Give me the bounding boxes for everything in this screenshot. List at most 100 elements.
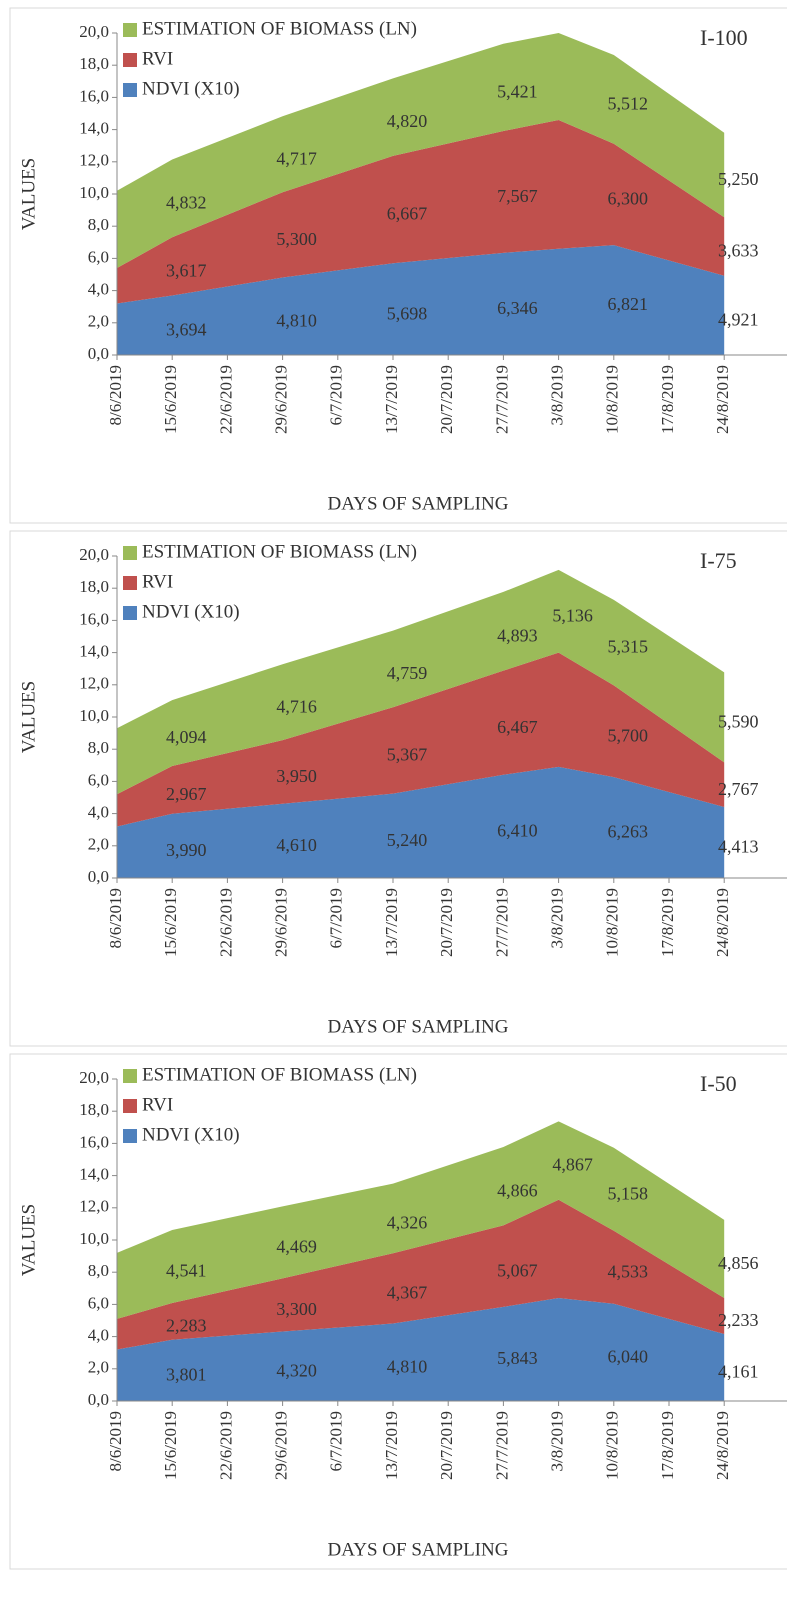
y-tick-label: 14,0 [79,119,109,138]
area [117,1297,725,1401]
data-label: 4,367 [387,1283,428,1303]
data-label: 4,610 [276,835,317,855]
data-label: 5,700 [608,725,649,745]
legend-label: RVI [142,48,173,69]
data-label: 4,161 [718,1362,759,1382]
y-tick-label: 4,0 [88,280,109,299]
y-tick-label: 14,0 [79,642,109,661]
y-tick-label: 4,0 [88,1326,109,1345]
y-tick-label: 16,0 [79,609,109,628]
x-axis-label: DAYS OF SAMPLING [328,493,509,514]
legend-label: ESTIMATION OF BIOMASS (LN) [142,541,417,562]
x-axis-label: DAYS OF SAMPLING [328,1539,509,1560]
x-tick-label: 13/7/2019 [382,888,401,957]
y-tick-label: 20,0 [79,545,109,564]
data-label: 4,810 [276,310,317,330]
chart-title: I-100 [700,25,748,50]
area [117,652,725,827]
y-tick-label: 12,0 [79,151,109,170]
data-label: 4,320 [276,1360,317,1380]
x-tick-label: 8/6/2019 [106,888,125,948]
x-tick-label: 22/6/2019 [216,1411,235,1480]
x-tick-label: 27/7/2019 [492,365,511,434]
data-label: 5,240 [387,830,428,850]
x-tick-label: 29/6/2019 [272,365,291,434]
data-label: 4,832 [166,193,207,213]
data-label: 4,921 [718,310,759,330]
y-tick-label: 14,0 [79,1165,109,1184]
area [117,569,725,795]
data-label: 6,467 [497,717,538,737]
x-tick-label: 27/7/2019 [492,1411,511,1480]
x-tick-label: 8/6/2019 [106,1411,125,1471]
x-tick-label: 10/8/2019 [603,1411,622,1480]
x-tick-label: 6/7/2019 [327,888,346,948]
x-tick-label: 20/7/2019 [437,1411,456,1480]
x-tick-label: 8/6/2019 [106,365,125,425]
data-label: 4,413 [718,837,759,857]
data-label: 5,367 [387,745,428,765]
legend-swatch [123,1099,137,1113]
x-tick-label: 13/7/2019 [382,365,401,434]
data-label: 5,698 [387,303,428,323]
y-tick-label: 8,0 [88,738,109,757]
data-label: 5,300 [276,229,317,249]
x-tick-label: 3/8/2019 [548,1411,567,1471]
x-tick-label: 17/8/2019 [658,365,677,434]
data-label: 4,094 [166,727,207,747]
panel-frame [9,1053,787,1570]
y-tick-label: 18,0 [79,54,109,73]
data-label: 2,967 [166,784,207,804]
data-label: 5,512 [608,94,649,114]
x-tick-label: 10/8/2019 [603,365,622,434]
x-tick-label: 15/6/2019 [161,1411,180,1480]
x-tick-label: 24/8/2019 [713,365,732,434]
chart-title: I-75 [700,548,737,573]
data-label: 6,040 [608,1347,649,1367]
data-label: 4,469 [276,1236,317,1256]
chart-title: I-50 [700,1071,737,1096]
data-label: 3,950 [276,766,317,786]
data-label: 4,893 [497,625,538,645]
legend-swatch [123,83,137,97]
y-axis-label: VALUES [18,158,39,231]
data-label: 3,990 [166,840,207,860]
y-tick-label: 10,0 [79,706,109,725]
legend-label: NDVI (X10) [142,78,240,99]
x-tick-label: 15/6/2019 [161,888,180,957]
data-label: 4,866 [497,1180,538,1200]
legend-label: ESTIMATION OF BIOMASS (LN) [142,18,417,39]
data-label: 5,250 [718,169,759,189]
y-axis-label: VALUES [18,681,39,754]
y-tick-label: 6,0 [88,770,109,789]
data-label: 4,820 [387,111,428,131]
y-tick-label: 2,0 [88,312,109,331]
data-label: 5,136 [552,605,593,625]
y-tick-label: 0,0 [88,867,109,886]
area [117,1199,725,1350]
data-label: 7,567 [497,186,538,206]
legend-swatch [123,53,137,67]
x-tick-label: 17/8/2019 [658,1411,677,1480]
legend-label: RVI [142,1094,173,1115]
panel-frame [9,530,787,1047]
area [117,119,725,304]
data-label: 4,856 [718,1253,759,1273]
y-tick-label: 16,0 [79,86,109,105]
data-label: 5,158 [608,1183,649,1203]
data-label: 4,810 [387,1356,428,1376]
legend-swatch [123,546,137,560]
x-tick-label: 20/7/2019 [437,888,456,957]
data-label: 5,067 [497,1260,538,1280]
area [117,245,725,355]
y-tick-label: 16,0 [79,1132,109,1151]
y-tick-label: 18,0 [79,577,109,596]
data-label: 3,633 [718,241,759,261]
x-tick-label: 22/6/2019 [216,888,235,957]
data-label: 4,759 [387,663,428,683]
data-label: 6,263 [608,822,649,842]
y-tick-label: 10,0 [79,1229,109,1248]
data-label: 4,867 [552,1155,593,1175]
data-label: 4,716 [276,696,317,716]
panel-frame [9,7,787,524]
